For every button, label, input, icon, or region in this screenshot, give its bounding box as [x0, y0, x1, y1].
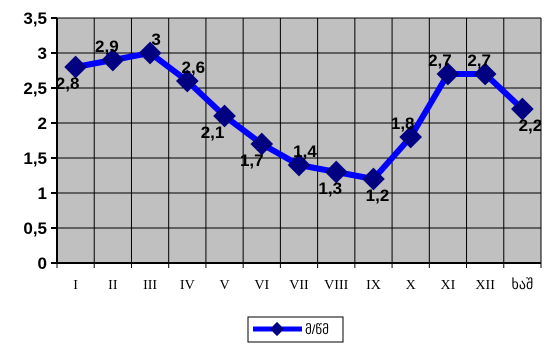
plot-background	[57, 18, 541, 263]
data-label: 1,7	[240, 151, 264, 170]
data-point-marker	[213, 104, 236, 128]
data-point-marker	[175, 69, 199, 93]
data-label: 1,4	[293, 142, 317, 161]
data-label: 2,7	[467, 51, 491, 70]
y-tick-label: 1,5	[23, 149, 47, 168]
y-tick-label: 2	[38, 114, 47, 133]
gridlines	[57, 17, 542, 263]
x-tick-label: IV	[180, 278, 195, 293]
data-labels: 2,8 2,9 3 2,6 2,1 1,7 1,41,3 1,2 1,8 2,7 2,7 2,2	[56, 30, 542, 205]
x-tick-label: ხაშ	[512, 277, 534, 293]
x-tick-label: X	[406, 278, 416, 293]
y-tick-label: 3	[38, 44, 47, 63]
data-label: 1,3	[318, 179, 342, 198]
data-label: 1,2	[366, 186, 390, 205]
x-tick-label: II	[108, 278, 118, 293]
data-point-marker	[511, 97, 534, 121]
y-tick-label: 3,5	[23, 9, 47, 28]
legend-label: მ/წმ	[305, 322, 329, 337]
legend-marker	[269, 321, 285, 337]
x-tick-label: V	[219, 278, 229, 293]
data-label: 2,9	[95, 37, 119, 56]
data-point-marker	[101, 48, 125, 72]
data-point-marker	[436, 62, 460, 86]
data-label: 3	[151, 30, 160, 49]
x-tick-label: III	[143, 278, 157, 293]
axes	[51, 17, 542, 268]
y-tick-label: 0,5	[23, 219, 47, 238]
x-tick-label: VII	[289, 278, 309, 293]
x-tick-label: XII	[475, 278, 495, 293]
x-tick-label: VIII	[324, 278, 348, 293]
y-axis-ticks: 0 0,5 1 1,5 2 2,5 3 3,5	[23, 9, 47, 273]
data-label: 1,8	[391, 114, 415, 133]
y-tick-label: 1	[38, 184, 47, 203]
x-tick-label: IX	[366, 278, 381, 293]
x-tick-label: VI	[254, 278, 269, 293]
data-point-marker	[64, 55, 87, 79]
data-label: 2,2	[519, 116, 543, 135]
y-tick-label: 2,5	[23, 79, 47, 98]
data-label: 2,6	[181, 58, 205, 77]
x-tick-label: I	[73, 278, 78, 293]
data-label: 2,1	[201, 123, 225, 142]
x-axis-ticks: I II III IV V VI VII VIII IX X XI XII ხაშ	[73, 277, 533, 293]
data-point-marker	[473, 62, 497, 86]
data-label: 2,8	[56, 74, 80, 93]
x-tick-label: XI	[441, 278, 456, 293]
y-tick-label: 0	[38, 254, 47, 273]
legend: მ/წმ	[247, 316, 344, 343]
data-label: 2,7	[428, 51, 452, 70]
